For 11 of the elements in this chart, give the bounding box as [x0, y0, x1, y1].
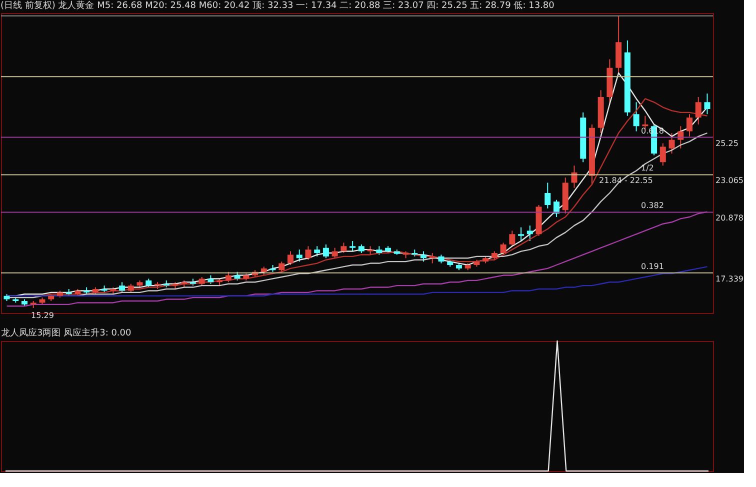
annotation: 21.84 - 22.55: [599, 176, 653, 185]
y-tick-label: 17.339: [716, 274, 744, 284]
annotation: 15.29: [31, 311, 54, 320]
annotation: 1/2: [641, 164, 654, 173]
annotation: 0.191: [641, 262, 664, 271]
y-tick-label: 25.25: [716, 138, 738, 148]
annotation: 0.382: [641, 201, 664, 210]
chart-title: (日线 前复权) 龙人黄金 M5: 26.68 M20: 25.48 M60: 20.42 顶: 32.33 一: 17.34 二: 20.88 三: 23.07 四: 25.25 五: 28.79 低: 13.80: [0, 0, 555, 11]
y-tick-label: 23.065: [716, 176, 744, 186]
chart-title: 龙人凤应3两图 凤应主升3: 0.00: [1, 327, 132, 338]
y-tick-label: 20.878: [716, 214, 744, 223]
